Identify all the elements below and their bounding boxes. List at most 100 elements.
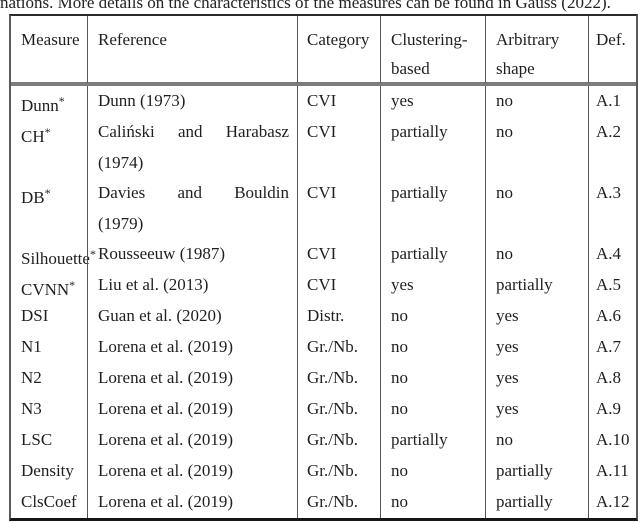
footnote-star-marker: *	[69, 278, 76, 292]
reference-line: (1979)	[98, 213, 144, 233]
table-row: CVNN* Liu et al. (2013) CVI yes partially A.5	[11, 270, 636, 306]
reference-word: and	[177, 122, 203, 141]
table-row: N3 Lorena et al. (2019) Gr./Nb. no yes A.9	[11, 394, 636, 425]
cell-def: A.12	[588, 487, 636, 518]
cell-clustering-based: yes	[380, 86, 485, 122]
cell-clustering-based: no	[380, 363, 485, 394]
table-row: N2 Lorena et al. (2019) Gr./Nb. no yes A.8	[11, 363, 636, 394]
column-header-line: Arbitrary	[496, 30, 560, 49]
cell-arbitrary-shape: no	[485, 86, 588, 122]
header-separator-rule	[11, 82, 636, 86]
cell-category: Gr./Nb.	[297, 394, 380, 425]
measures-table: Measure Reference Category Clustering-based…	[9, 14, 638, 521]
cell-reference: Lorena et al. (2019)	[87, 425, 297, 456]
cell-clustering-based: partially	[380, 178, 485, 239]
cell-category: Gr./Nb.	[297, 332, 380, 363]
cell-measure: ClsCoef	[21, 492, 77, 511]
table-row: ClsCoef Lorena et al. (2019) Gr./Nb. no part…	[11, 487, 636, 518]
table-row: DB* Davies and Bouldin (1979) CVI partially no A…	[11, 178, 636, 239]
cell-clustering-based: partially	[380, 117, 485, 178]
reference-word: Bouldin	[234, 183, 289, 202]
reference-word: and	[177, 183, 202, 202]
cell-reference: Davies and Bouldin (1979)	[87, 178, 297, 239]
column-header-line: Clustering-	[391, 30, 468, 49]
reference-line-justified: Davies and Bouldin	[98, 178, 289, 209]
cell-reference: Lorena et al. (2019)	[87, 332, 297, 363]
cell-def: A.4	[588, 239, 636, 275]
cell-reference: Lorena et al. (2019)	[87, 363, 297, 394]
cell-reference: Lorena et al. (2019)	[87, 394, 297, 425]
table-header-row: Measure Reference Category Clustering-based…	[11, 16, 636, 83]
column-header-line: based	[391, 59, 430, 78]
table-row: N1 Lorena et al. (2019) Gr./Nb. no yes A.7	[11, 332, 636, 363]
cell-clustering-based: no	[380, 394, 485, 425]
cell-arbitrary-shape: partially	[485, 487, 588, 518]
cell-reference: Liu et al. (2013)	[87, 270, 297, 306]
reference-word: Caliński	[98, 122, 155, 141]
footnote-star-marker: *	[58, 94, 65, 108]
cell-clustering-based: no	[380, 487, 485, 518]
reference-word: Harabasz	[225, 122, 289, 141]
cell-arbitrary-shape: no	[485, 117, 588, 178]
cell-def: A.3	[588, 178, 636, 239]
cell-reference: Guan et al. (2020)	[87, 301, 297, 332]
cell-reference: Lorena et al. (2019)	[87, 456, 297, 487]
cell-reference: Lorena et al. (2019)	[87, 487, 297, 518]
cell-measure: CH*	[21, 125, 51, 146]
column-header-line: Measure	[21, 30, 80, 49]
cell-arbitrary-shape: yes	[485, 332, 588, 363]
table-row: LSC Lorena et al. (2019) Gr./Nb. partially n…	[11, 425, 636, 456]
cell-clustering-based: no	[380, 456, 485, 487]
cell-arbitrary-shape: partially	[485, 270, 588, 306]
table-row: CH* Caliński and Harabasz (1974) CVI partially…	[11, 117, 636, 178]
cell-def: A.9	[588, 394, 636, 425]
cell-def: A.11	[588, 456, 636, 487]
cell-arbitrary-shape: no	[485, 425, 588, 456]
column-header-line: Category	[307, 30, 370, 49]
cell-def: A.6	[588, 301, 636, 332]
cell-clustering-based: no	[380, 332, 485, 363]
cell-measure: Silhouette*	[21, 247, 96, 268]
cell-arbitrary-shape: no	[485, 239, 588, 275]
cell-def: A.8	[588, 363, 636, 394]
cell-clustering-based: partially	[380, 239, 485, 275]
cell-reference: Rousseeuw (1987)	[87, 239, 297, 275]
cell-def: A.7	[588, 332, 636, 363]
cell-measure: LSC	[21, 430, 53, 449]
cell-clustering-based: partially	[380, 425, 485, 456]
cell-measure: N3	[21, 399, 42, 418]
cell-arbitrary-shape: yes	[485, 394, 588, 425]
column-header-reference: Reference	[87, 16, 297, 83]
cell-category: Gr./Nb.	[297, 363, 380, 394]
cell-def: A.10	[588, 425, 636, 456]
cell-arbitrary-shape: yes	[485, 363, 588, 394]
column-header-arbitrary-shape: Arbitrary shape	[485, 16, 588, 83]
cell-reference: Dunn (1973)	[87, 86, 297, 122]
cell-category: CVI	[297, 239, 380, 275]
table-row: Silhouette* Rousseeuw (1987) CVI partially n…	[11, 239, 636, 275]
table-row: Dunn* Dunn (1973) CVI yes no A.1	[11, 86, 636, 122]
cell-category: CVI	[297, 117, 380, 178]
cell-category: CVI	[297, 270, 380, 306]
footnote-star-marker: *	[44, 125, 51, 139]
column-header-line: shape	[496, 59, 535, 78]
cell-measure: N2	[21, 368, 42, 387]
cell-def: A.2	[588, 117, 636, 178]
column-header-measure: Measure	[11, 16, 87, 83]
reference-word: Davies	[98, 183, 146, 202]
cell-measure: N1	[21, 337, 42, 356]
cell-def: A.1	[588, 86, 636, 122]
cell-measure: DSI	[21, 306, 49, 325]
cell-category: CVI	[297, 86, 380, 122]
column-header-category: Category	[297, 16, 380, 83]
table-body: Dunn* Dunn (1973) CVI yes no A.1 CH* Caliński an…	[11, 86, 636, 518]
cell-arbitrary-shape: yes	[485, 301, 588, 332]
cell-category: Gr./Nb.	[297, 487, 380, 518]
table-row: Density Lorena et al. (2019) Gr./Nb. no part…	[11, 456, 636, 487]
cell-def: A.5	[588, 270, 636, 306]
cell-measure: Dunn*	[21, 94, 65, 115]
cell-reference: Caliński and Harabasz (1974)	[87, 117, 297, 178]
cell-clustering-based: yes	[380, 270, 485, 306]
cell-category: Distr.	[297, 301, 380, 332]
